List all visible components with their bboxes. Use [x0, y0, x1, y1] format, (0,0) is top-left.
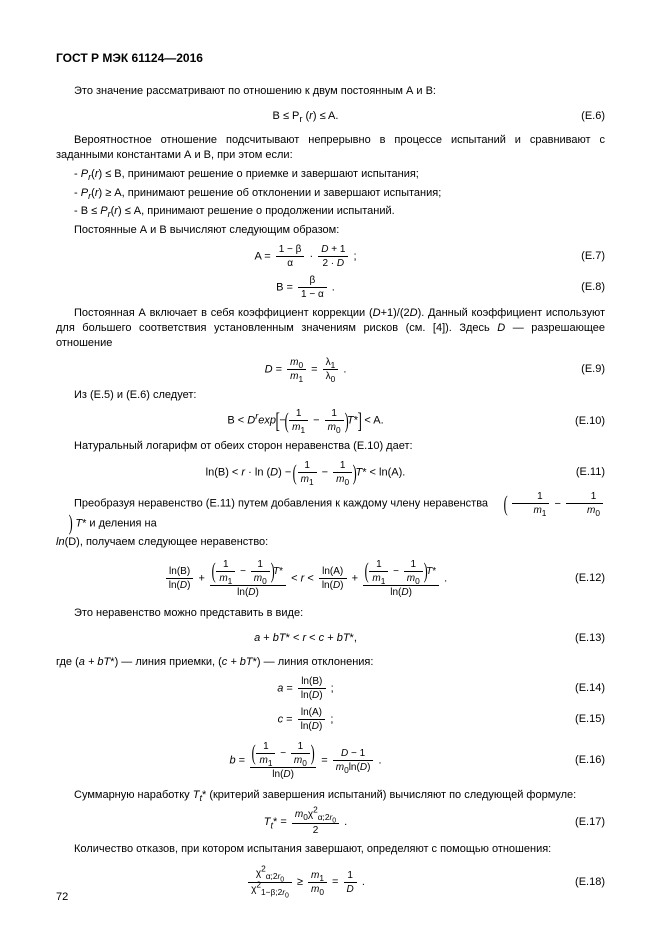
- para-2: Вероятностное отношение подсчитывают неп…: [56, 133, 605, 163]
- eq-e16: b = (1m1 − 1m0)ln(D) = D − 1m0ln(D) . (Е…: [56, 738, 605, 782]
- eq-e15: c = ln(A)ln(D) ; (Е.15): [56, 707, 605, 732]
- eq-e7-num: (Е.7): [555, 249, 605, 264]
- para-3: Постоянные А и В вычисляют следующим обр…: [56, 223, 605, 238]
- eq-e18: χ2α;2r0χ21−β;2r0 ≥ m1m0 = 1D . (Е.18): [56, 862, 605, 902]
- para-8: Это неравенство можно представить в виде…: [56, 606, 605, 621]
- eq-e7: A = 1 − βα · D + 12 · D ; (Е.7): [56, 244, 605, 269]
- eq-e15-num: (Е.15): [555, 712, 605, 727]
- eq-e10: B < Drexp[−(1m1 − 1m0)T*] < A. (Е.10): [56, 408, 605, 433]
- para-1: Это значение рассматривают по отношению …: [56, 84, 605, 99]
- eq-e13: a + bT* < r < c + bT*, (Е.13): [56, 627, 605, 649]
- para-5: Из (Е.5) и (Е.6) следует:: [56, 388, 605, 403]
- eq-e17-num: (Е.17): [555, 815, 605, 830]
- eq-e10-num: (Е.10): [555, 414, 605, 429]
- dash-1: - Pr(r) ≤ В, принимают решение о приемке…: [56, 167, 605, 182]
- eq-e9: D = m0m1 = λ1λ0 . (Е.9): [56, 357, 605, 382]
- eq-e6-num: (Е.6): [555, 109, 605, 124]
- eq-e6: B ≤ Pr (r) ≤ A. (Е.6): [56, 105, 605, 127]
- eq-e11: ln(B) < r · ln (D) − (1m1 − 1m0)T* < ln(…: [56, 460, 605, 485]
- page-number: 72: [56, 890, 68, 905]
- eq-e12: ln(B)ln(D) + (1m1 − 1m0)T*ln(D) < r < ln…: [56, 556, 605, 600]
- para-4: Постоянная А включает в себя коэффициент…: [56, 306, 605, 351]
- para-6: Натуральный логарифм от обеих сторон нер…: [56, 439, 605, 454]
- eq-e8: B = β1 − α . (Е.8): [56, 275, 605, 300]
- para-10: Суммарную наработку Tt* (критерий заверш…: [56, 788, 605, 803]
- eq-e14-num: (Е.14): [555, 681, 605, 696]
- doc-header: ГОСТ Р МЭК 61124—2016: [56, 50, 605, 66]
- eq-e17: Tt* = m0χ2α;2r02 . (Е.17): [56, 809, 605, 836]
- eq-e8-num: (Е.8): [555, 280, 605, 295]
- dash-2: - Pr(r) ≥ А, принимают решение об отклон…: [56, 186, 605, 201]
- eq-e12-num: (Е.12): [555, 571, 605, 586]
- eq-e18-num: (Е.18): [555, 875, 605, 890]
- eq-e11-num: (Е.11): [555, 465, 605, 480]
- dash-3: - В ≤ Pr(r) ≤ А, принимают решение о про…: [56, 204, 605, 219]
- para-7a: Преобразуя неравенство (Е.11) путем доба…: [56, 491, 605, 531]
- para-7b: ln(D), получаем следующее неравенство:: [56, 535, 605, 550]
- eq-e14: a = ln(B)ln(D) ; (Е.14): [56, 676, 605, 701]
- eq-e9-num: (Е.9): [555, 362, 605, 377]
- eq-e13-num: (Е.13): [555, 631, 605, 646]
- para-9: где (a + bT*) — линия приемки, (c + bT*)…: [56, 655, 605, 670]
- para-11: Количество отказов, при котором испытани…: [56, 842, 605, 857]
- eq-e16-num: (Е.16): [555, 753, 605, 768]
